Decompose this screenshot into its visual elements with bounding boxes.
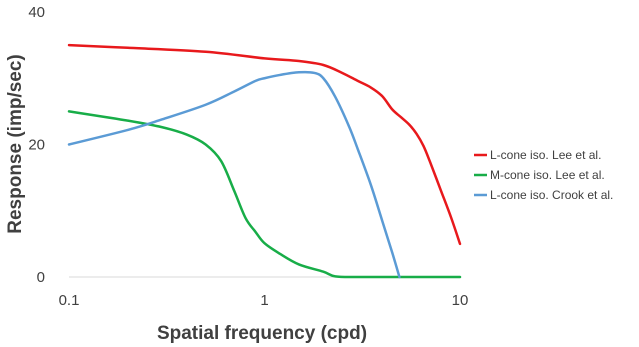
y-tick-label: 20 — [28, 137, 45, 154]
x-tick-label: 1 — [260, 292, 268, 309]
x-tick-label: 0.1 — [59, 292, 80, 309]
legend-label: L-cone iso. Crook et al. — [490, 188, 613, 202]
x-tick-label: 10 — [452, 292, 469, 309]
y-tick-label: 0 — [37, 269, 45, 286]
legend-label: L-cone iso. Lee et al. — [490, 148, 601, 162]
series-line — [67, 70, 401, 279]
series-line — [67, 43, 462, 246]
y-tick-label: 40 — [28, 4, 45, 21]
y-axis-title: Response (imp/sec) — [5, 54, 26, 234]
legend-label: M-cone iso. Lee et al. — [490, 168, 605, 182]
series-line — [67, 110, 462, 279]
legend: L-cone iso. Lee et al. M-cone iso. Lee et… — [474, 148, 613, 202]
x-axis-title: Spatial frequency (cpd) — [157, 323, 367, 344]
